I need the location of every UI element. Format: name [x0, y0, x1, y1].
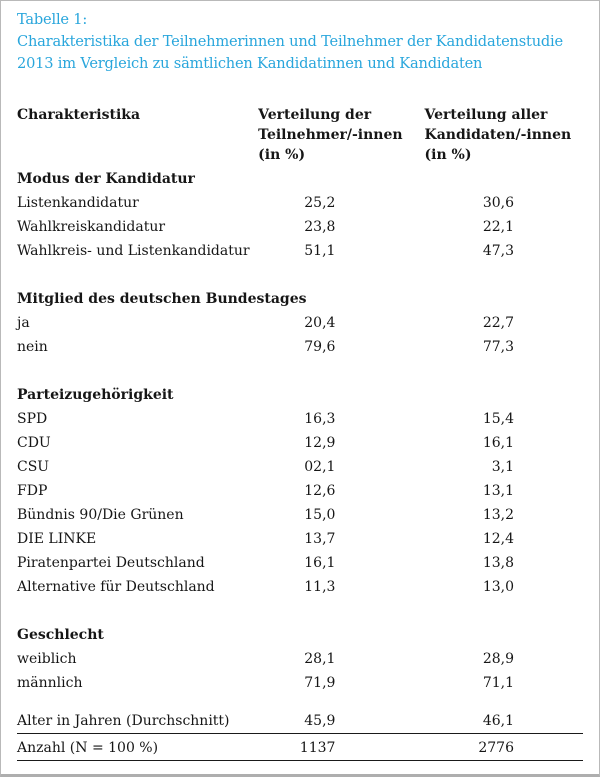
value-participants: 20,4	[304, 315, 336, 331]
row-label: CSU	[17, 459, 50, 475]
table-row: CDU 12,9 16,1	[17, 431, 583, 455]
value-all-candidates: 13,0	[482, 579, 514, 595]
value-participants: 71,9	[304, 675, 336, 691]
row-label: CDU	[17, 435, 51, 451]
table-row: SPD 16,3 15,4	[17, 407, 583, 431]
value-participants: 15,0	[304, 507, 336, 523]
row-label: Anzahl (N = 100 %)	[17, 740, 159, 756]
value-all-candidates: 22,7	[482, 315, 514, 331]
column-header-all-candidates: Verteilung aller Kandidaten/-innen (in %…	[424, 107, 572, 163]
table-row: Bündnis 90/Die Grünen 15,0 13,2	[17, 503, 583, 527]
column-header-characteristics: Charakteristika	[17, 107, 141, 123]
value-all-candidates: 28,9	[482, 651, 514, 667]
section-title: Geschlecht	[17, 627, 104, 643]
row-label: Wahlkreis- und Listenkandidatur	[17, 243, 250, 259]
value-all-candidates: 71,1	[482, 675, 514, 691]
table-row: weiblich 28,1 28,9	[17, 647, 583, 671]
column-header-participants: Verteilung der Teilnehmer/-innen (in %)	[258, 107, 403, 163]
value-all-candidates	[424, 383, 583, 407]
page-title: Charakteristika der Teilnehmerinnen und …	[17, 33, 563, 72]
summary-block: Alter in Jahren (Durchschnitt) 45,9 46,1 An…	[17, 707, 583, 761]
row-label: Alternative für Deutschland	[17, 579, 215, 595]
table-row: CSU 02,1 3,1	[17, 455, 583, 479]
value-all-candidates	[451, 287, 583, 311]
value-participants: 28,1	[304, 651, 336, 667]
row-label: Piratenpartei Deutschland	[17, 555, 205, 571]
section-title: Mitglied des deutschen Bundestages	[17, 291, 307, 307]
value-all-candidates: 22,1	[482, 219, 514, 235]
table-row: Alternative für Deutschland 11,3 13,0	[17, 575, 583, 599]
table-row: DIE LINKE 13,7 12,4	[17, 527, 583, 551]
table-row: Piratenpartei Deutschland 16,1 13,8	[17, 551, 583, 575]
value-all-candidates: 15,4	[482, 411, 514, 427]
value-all-candidates	[424, 623, 583, 647]
section-header-row: Parteizugehörigkeit	[17, 383, 583, 407]
table-row: FDP 12,6 13,1	[17, 479, 583, 503]
value-all-candidates: 13,8	[482, 555, 514, 571]
table-number: Tabelle 1:	[17, 11, 88, 28]
table-row: Wahlkreiskandidatur 23,8 22,1	[17, 215, 583, 239]
value-participants: 02,1	[304, 459, 336, 475]
value-participants: 13,7	[304, 531, 336, 547]
row-label: Listenkandidatur	[17, 195, 139, 211]
row-label: DIE LINKE	[17, 531, 97, 547]
value-participants: 51,1	[304, 243, 336, 259]
value-participants: 11,3	[304, 579, 336, 595]
value-participants	[257, 623, 424, 647]
value-participants: 79,6	[304, 339, 336, 355]
table-header-row: Charakteristika Verteilung der Teilnehme…	[17, 105, 583, 165]
row-label: Alter in Jahren (Durchschnitt)	[17, 713, 230, 729]
value-participants: 1137	[299, 740, 336, 756]
value-participants: 25,2	[304, 195, 336, 211]
value-all-candidates: 77,3	[482, 339, 514, 355]
value-participants: 23,8	[304, 219, 336, 235]
row-label: SPD	[17, 411, 48, 427]
value-participants: 12,9	[304, 435, 336, 451]
value-participants: 12,6	[304, 483, 336, 499]
section-header-row: Mitglied des deutschen Bundestages	[17, 287, 583, 311]
section-header-row: Modus der Kandidatur	[17, 167, 583, 191]
row-label: Wahlkreiskandidatur	[17, 219, 166, 235]
table-row: männlich 71,9 71,1	[17, 671, 583, 695]
table-row: nein 79,6 77,3	[17, 335, 583, 359]
row-label: weiblich	[17, 651, 77, 667]
value-participants	[257, 167, 424, 191]
section-header-row: Geschlecht	[17, 623, 583, 647]
value-all-candidates: 16,1	[482, 435, 514, 451]
table-row: ja 20,4 22,7	[17, 311, 583, 335]
table-row: Listenkandidatur 25,2 30,6	[17, 191, 583, 215]
value-participants	[307, 287, 451, 311]
value-participants: 16,1	[304, 555, 336, 571]
value-all-candidates	[424, 167, 583, 191]
row-label: FDP	[17, 483, 48, 499]
row-label: Bündnis 90/Die Grünen	[17, 507, 184, 523]
summary-row: Alter in Jahren (Durchschnitt) 45,9 46,1	[17, 707, 583, 734]
row-label: nein	[17, 339, 48, 355]
value-participants: 16,3	[304, 411, 336, 427]
value-participants: 45,9	[304, 713, 336, 729]
table-caption: Tabelle 1: Charakteristika der Teilnehme…	[17, 9, 583, 75]
value-participants	[257, 383, 424, 407]
value-all-candidates: 13,1	[482, 483, 514, 499]
value-all-candidates: 2776	[478, 740, 514, 756]
summary-row: Anzahl (N = 100 %) 1137 2776	[17, 734, 583, 761]
value-all-candidates: 46,1	[482, 713, 514, 729]
row-label: ja	[17, 315, 30, 331]
section-title: Modus der Kandidatur	[17, 171, 195, 187]
table-row: Wahlkreis- und Listenkandidatur 51,1 47,3	[17, 239, 583, 263]
value-all-candidates: 47,3	[482, 243, 514, 259]
row-label: männlich	[17, 675, 83, 691]
value-all-candidates: 3,1	[491, 459, 514, 475]
table-body: Modus der Kandidatur Listenkandidatur 25,2…	[17, 167, 583, 761]
value-all-candidates: 30,6	[482, 195, 514, 211]
value-all-candidates: 12,4	[482, 531, 514, 547]
section-title: Parteizugehörigkeit	[17, 387, 174, 403]
value-all-candidates: 13,2	[482, 507, 514, 523]
